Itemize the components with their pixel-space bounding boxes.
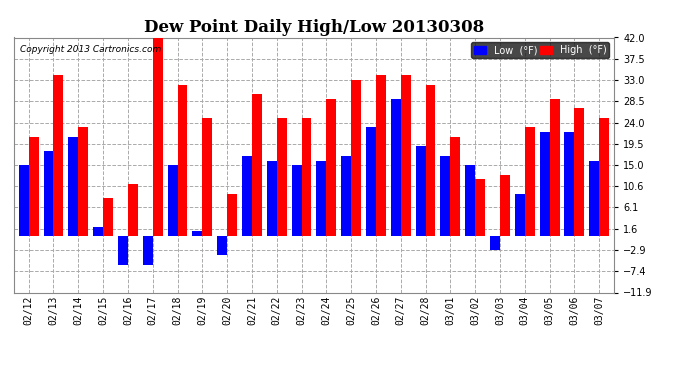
Bar	[29, 137, 39, 236]
Bar	[217, 236, 227, 255]
Bar	[564, 132, 574, 236]
Legend: Low  (°F), High  (°F): Low (°F), High (°F)	[471, 42, 609, 58]
Bar	[599, 118, 609, 236]
Bar	[54, 75, 63, 236]
Bar	[277, 118, 286, 236]
Bar	[68, 137, 78, 236]
Bar	[550, 99, 560, 236]
Bar	[242, 156, 252, 236]
Bar	[143, 236, 152, 265]
Title: Dew Point Daily High/Low 20130308: Dew Point Daily High/Low 20130308	[144, 19, 484, 36]
Bar	[525, 128, 535, 236]
Bar	[292, 165, 302, 236]
Bar	[43, 151, 54, 236]
Bar	[351, 80, 361, 236]
Bar	[391, 99, 401, 236]
Bar	[326, 99, 336, 236]
Bar	[426, 85, 435, 236]
Bar	[451, 137, 460, 236]
Bar	[540, 132, 550, 236]
Bar	[152, 33, 163, 236]
Bar	[574, 108, 584, 236]
Bar	[19, 165, 29, 236]
Bar	[193, 231, 202, 236]
Bar	[118, 236, 128, 265]
Bar	[440, 156, 451, 236]
Bar	[128, 184, 138, 236]
Bar	[177, 85, 188, 236]
Bar	[317, 160, 326, 236]
Bar	[366, 128, 376, 236]
Bar	[168, 165, 177, 236]
Bar	[415, 146, 426, 236]
Bar	[401, 75, 411, 236]
Bar	[103, 198, 113, 236]
Bar	[500, 175, 510, 236]
Bar	[227, 194, 237, 236]
Text: Copyright 2013 Cartronics.com: Copyright 2013 Cartronics.com	[20, 45, 161, 54]
Bar	[490, 236, 500, 250]
Bar	[376, 75, 386, 236]
Bar	[93, 227, 103, 236]
Bar	[475, 179, 485, 236]
Bar	[342, 156, 351, 236]
Bar	[515, 194, 525, 236]
Bar	[267, 160, 277, 236]
Bar	[202, 118, 213, 236]
Bar	[78, 128, 88, 236]
Bar	[589, 160, 599, 236]
Bar	[252, 94, 262, 236]
Bar	[465, 165, 475, 236]
Bar	[302, 118, 311, 236]
